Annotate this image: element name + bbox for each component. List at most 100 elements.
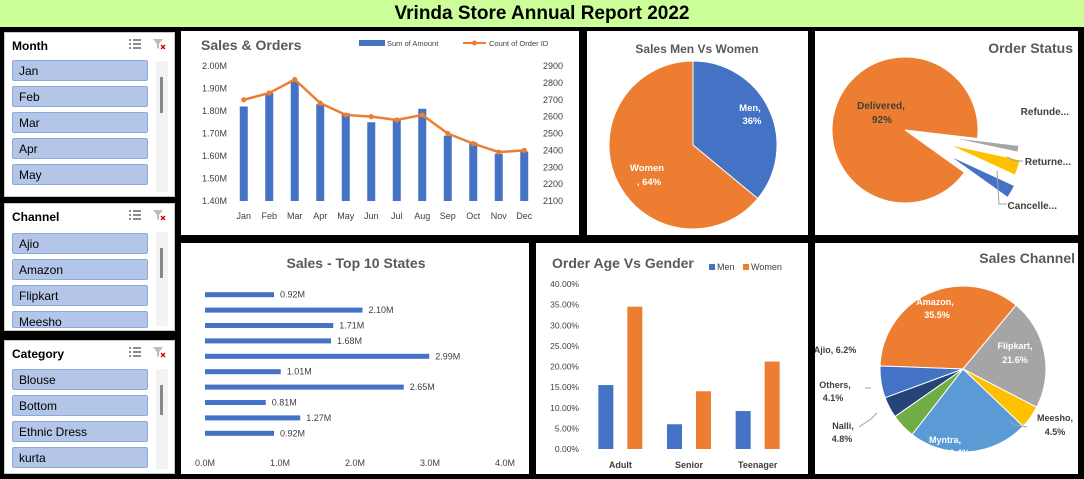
data-label: 0.81M [272,398,297,408]
pie-slice [962,304,1047,408]
report-title-bar: Vrinda Store Annual Report 2022 [0,0,1084,28]
x-tick-label: 1.0M [270,458,290,468]
slicer-item[interactable]: Flipkart [12,285,148,306]
bar [341,113,350,201]
clear-filter-icon[interactable] [152,346,166,358]
y2-tick-label: 2200 [543,179,563,189]
report-title: Vrinda Store Annual Report 2022 [394,2,690,24]
data-label: 1.68M [337,336,362,346]
y2-tick-label: 2400 [543,145,563,155]
bar [290,81,299,201]
slicer-item[interactable]: Ethnic Dress [12,421,148,442]
line-point [521,147,527,153]
legend-label: Sum of Amount [387,39,439,48]
slicer-item[interactable]: kurta [12,447,148,468]
x-tick-label: Dec [516,211,533,221]
bar [205,415,301,421]
y-tick-label: 20.00% [550,362,579,372]
panel-age-gender: Order Age Vs Gender Men Women 0.00% 5.00% 10.… [536,243,808,474]
leader-line [858,412,878,428]
line-point [343,112,349,118]
slicer-item[interactable]: Apr [12,138,148,159]
data-label: 21.6% [1002,355,1028,365]
slicer-item[interactable]: May [12,164,148,185]
y2-tick-label: 2300 [543,162,563,172]
panel-men-women: Sales Men Vs Women Men, 36% Women , 64% [587,31,808,235]
slicer-item[interactable]: Amazon [12,259,148,280]
chart-title: Sales & Orders [201,37,302,53]
line-point [394,117,400,123]
line-point [496,149,502,155]
bar [469,142,478,201]
y-tick-label: 1.90M [202,84,227,94]
data-label: Others, [819,380,851,390]
slicer-scrollbar[interactable] [156,369,168,469]
bar [667,424,682,449]
series-line [243,77,525,154]
clear-filter-icon[interactable] [152,209,166,221]
panel-sales-orders: Sales & Orders Sum of Amount Count of Orde… [181,31,579,235]
legend-swatch [359,40,385,46]
y2-tick-label: 2700 [543,95,563,105]
x-tick-label: Feb [261,211,277,221]
data-label: 2.99M [435,351,460,361]
x-tick-label: Jan [236,211,251,221]
pie-slice [948,144,1021,176]
bar [205,292,274,298]
slicer-item[interactable]: Mar [12,112,148,133]
men-women-chart: Sales Men Vs Women Men, 36% Women , 64% [608,42,778,230]
slicer-item[interactable]: Blouse [12,369,148,390]
bar [764,361,780,449]
x-tick-label: Jun [364,211,379,221]
bar [205,323,334,328]
x-tick-label: Aug [414,211,430,221]
legend-swatch [743,264,749,270]
data-label: 4.5% [1045,427,1066,437]
bar [205,338,331,344]
slicer-item[interactable]: Jan [12,60,148,81]
bar [696,391,711,449]
x-tick-label: May [337,211,355,221]
data-label: 1.27M [306,413,331,423]
slicer-scrollbar[interactable] [156,61,168,192]
slicer-scrollbar[interactable] [156,232,168,326]
slicer-item[interactable]: Ajio [12,233,148,254]
x-tick-label: Nov [491,211,508,221]
bar [494,153,503,201]
multi-select-icon[interactable] [128,346,142,358]
line-point [317,100,323,106]
data-label: Ajio, 6.2% [815,345,856,355]
panel-top-states: Sales - Top 10 States 0.0M 1.0M 2.0M 3.0M 4.0… [181,243,529,474]
multi-select-icon[interactable] [128,209,142,221]
multi-select-icon[interactable] [128,38,142,50]
y-tick-label: 15.00% [550,382,579,392]
line-point [292,76,298,83]
slicer-channel: Channel Ajio Amazon Flipkart Meesho [4,203,175,331]
line-point [445,130,451,137]
slicer-item[interactable]: Bottom [12,395,148,416]
y-tick-label: 40.00% [550,279,579,289]
bar [367,122,376,201]
x-tick-label: 3.0M [420,458,440,468]
clear-filter-icon[interactable] [152,38,166,50]
bar [598,385,614,449]
bar [205,400,266,405]
bar [205,307,363,313]
x-tick-label: 0.0M [195,458,215,468]
x-tick-label: Mar [287,211,303,221]
bar [205,369,281,375]
sales-channel-chart: Sales Channel Amazon, 35.5% Flipkart, 21.6% M… [815,250,1075,458]
slicer-item[interactable]: Feb [12,86,148,107]
order-status-chart: Order Status Delivered, 92% Refunde... Retur… [831,40,1073,212]
pie-slice [946,136,1020,153]
data-label: Nalli, [832,421,854,431]
bar [443,135,452,201]
slicer-item[interactable]: Meesho [12,311,148,328]
data-label: 1.71M [339,321,364,331]
data-label: Cancelle... [1008,201,1058,212]
y-tick-label: 1.80M [202,106,227,116]
sales-orders-chart: Sales & Orders Sum of Amount Count of Orde… [201,37,563,221]
slicer-title: Channel [12,210,60,224]
line-point [266,90,272,96]
data-label: 0.92M [280,428,305,438]
